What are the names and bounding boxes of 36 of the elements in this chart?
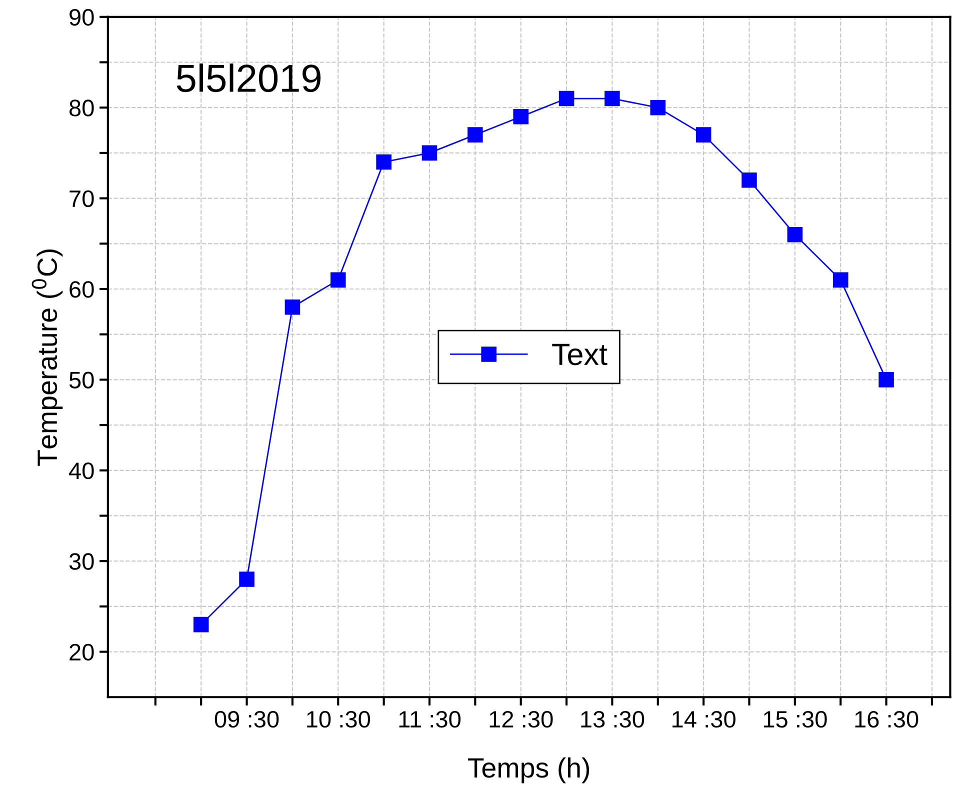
- point: [193, 616, 209, 632]
- y-tick-label: 60: [70, 281, 94, 298]
- point: [284, 299, 300, 315]
- point: [878, 372, 894, 388]
- point: [422, 145, 438, 161]
- point: [832, 272, 848, 288]
- point: [468, 127, 483, 142]
- point: [239, 572, 254, 587]
- x-tick-label: 16 :30: [855, 710, 918, 728]
- point: [330, 272, 346, 288]
- point: [696, 127, 712, 142]
- x-tick-label: 13 :30: [581, 710, 644, 728]
- y-tick-label: 90: [70, 8, 94, 26]
- x-tick-label: 14 :30: [672, 710, 736, 728]
- point: [513, 109, 528, 124]
- y-tick-label: 70: [70, 190, 94, 208]
- point: [787, 226, 803, 242]
- legend-label: Text: [552, 344, 608, 366]
- y-axis-title: Temperature ($^{0}$C): [32, 249, 63, 466]
- x-axis-title: Temps (h): [468, 757, 590, 784]
- x-tick-label: 11 :30: [399, 710, 461, 728]
- y-tick-label: 80: [69, 100, 94, 116]
- x-tick-label: 10 :30: [307, 710, 370, 728]
- x-tick-label: 09 :30: [214, 710, 279, 728]
- point: [742, 172, 757, 188]
- point: [604, 90, 620, 106]
- y-tick-label: 30: [69, 553, 94, 570]
- y-tick-label: 40: [69, 462, 94, 480]
- point: [558, 90, 574, 106]
- x-tick-label: 15 :30: [764, 710, 827, 728]
- x-tick-label: 12 :30: [490, 710, 553, 728]
- y-tick-label: 20: [70, 644, 94, 661]
- point: [650, 100, 666, 116]
- y-tick-label: 50: [69, 372, 94, 388]
- annotation: 5l5l2019: [176, 64, 321, 92]
- point: [376, 154, 392, 170]
